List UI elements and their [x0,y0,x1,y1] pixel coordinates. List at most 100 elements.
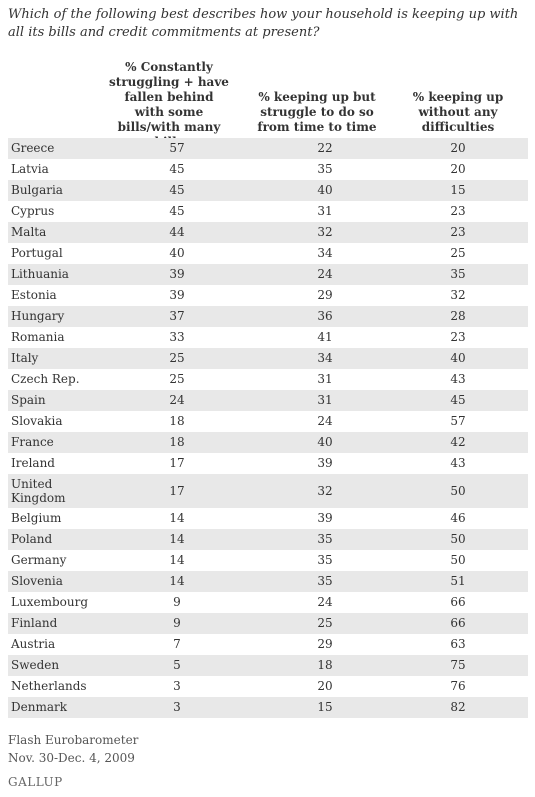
value-cell: 29 [317,288,333,302]
table-row: Denmark 3 15 82 [8,697,528,718]
value-cell: 14 [169,532,185,546]
table-row: Greece 57 22 20 [8,138,528,159]
value-cell: 45 [169,183,185,197]
value-cell: 25 [169,372,185,386]
value-cell: 25 [169,351,185,365]
country-label: Austria [11,637,56,651]
value-cell: 66 [450,616,466,630]
value-cell: 14 [169,511,185,525]
value-cell: 35 [317,574,333,588]
country-label: Denmark [11,700,67,714]
value-cell: 35 [450,267,466,281]
table-row: Latvia 45 35 20 [8,159,528,180]
column-header-struggling: % Constantly struggling + have fallen be… [109,60,229,149]
value-cell: 15 [450,183,466,197]
value-cell: 33 [169,330,185,344]
value-cell: 31 [317,204,333,218]
value-cell: 45 [169,162,185,176]
value-cell: 50 [450,553,466,567]
table-row: Romania 33 41 23 [8,327,528,348]
value-cell: 41 [317,330,333,344]
table-row: Czech Rep. 25 31 43 [8,369,528,390]
value-cell: 34 [317,246,333,260]
value-cell: 23 [450,225,466,239]
table-row: Portugal 40 34 25 [8,243,528,264]
value-cell: 23 [450,204,466,218]
country-label: Greece [11,141,55,155]
value-cell: 45 [169,204,185,218]
value-cell: 24 [317,414,333,428]
table-row: Austria 7 29 63 [8,634,528,655]
country-label: Poland [11,532,53,546]
country-label: Lithuania [11,267,69,281]
value-cell: 66 [450,595,466,609]
value-cell: 17 [169,484,185,498]
table-row: Slovakia 18 24 57 [8,411,528,432]
country-label: Luxembourg [11,595,88,609]
column-header-keeping-up-no-difficulty: % keeping up without any difficulties [412,90,504,134]
table-row: Estonia 39 29 32 [8,285,528,306]
value-cell: 31 [317,372,333,386]
value-cell: 40 [317,435,333,449]
value-cell: 25 [317,616,333,630]
source-note: Flash Eurobarometer Nov. 30-Dec. 4, 2009 [8,731,138,767]
table-row: Cyprus 45 31 23 [8,201,528,222]
value-cell: 34 [317,351,333,365]
value-cell: 35 [317,553,333,567]
data-table: Greece 57 22 20 Latvia 45 35 20 Bulgaria 45 40 15 Cy… [8,138,528,718]
country-label: Portugal [11,246,63,260]
value-cell: 15 [317,700,333,714]
value-cell: 20 [450,141,466,155]
value-cell: 32 [317,484,333,498]
value-cell: 76 [450,679,466,693]
table-row: Sweden 5 18 75 [8,655,528,676]
value-cell: 32 [317,225,333,239]
table-row: Slovenia 14 35 51 [8,571,528,592]
value-cell: 44 [169,225,185,239]
value-cell: 39 [169,288,185,302]
value-cell: 39 [317,511,333,525]
value-cell: 43 [450,456,466,470]
value-cell: 35 [317,532,333,546]
value-cell: 20 [317,679,333,693]
country-label: Estonia [11,288,57,302]
value-cell: 39 [317,456,333,470]
value-cell: 31 [317,393,333,407]
value-cell: 18 [169,435,185,449]
value-cell: 25 [450,246,466,260]
value-cell: 50 [450,484,466,498]
value-cell: 40 [450,351,466,365]
value-cell: 82 [450,700,466,714]
value-cell: 22 [317,141,333,155]
value-cell: 46 [450,511,466,525]
country-label: Latvia [11,162,49,176]
value-cell: 3 [173,679,181,693]
value-cell: 14 [169,574,185,588]
value-cell: 29 [317,637,333,651]
value-cell: 40 [317,183,333,197]
value-cell: 35 [317,162,333,176]
country-label: United Kingdom [11,477,66,505]
country-label: Ireland [11,456,55,470]
source-line-1: Flash Eurobarometer [8,733,139,747]
table-row: Italy 25 34 40 [8,348,528,369]
country-label: Germany [11,553,67,567]
value-cell: 23 [450,330,466,344]
table-row: Poland 14 35 50 [8,529,528,550]
gallup-logo: GALLUP [8,775,63,789]
table-row: Luxembourg 9 24 66 [8,592,528,613]
table-row: United Kingdom 17 32 50 [8,474,528,508]
value-cell: 40 [169,246,185,260]
table-row: Lithuania 39 24 35 [8,264,528,285]
country-label: Bulgaria [11,183,63,197]
table-row: Ireland 17 39 43 [8,453,528,474]
value-cell: 43 [450,372,466,386]
table-row: Finland 9 25 66 [8,613,528,634]
country-label: Spain [11,393,46,407]
value-cell: 7 [173,637,181,651]
table-row: Netherlands 3 20 76 [8,676,528,697]
value-cell: 75 [450,658,466,672]
value-cell: 36 [317,309,333,323]
country-label: Italy [11,351,39,365]
